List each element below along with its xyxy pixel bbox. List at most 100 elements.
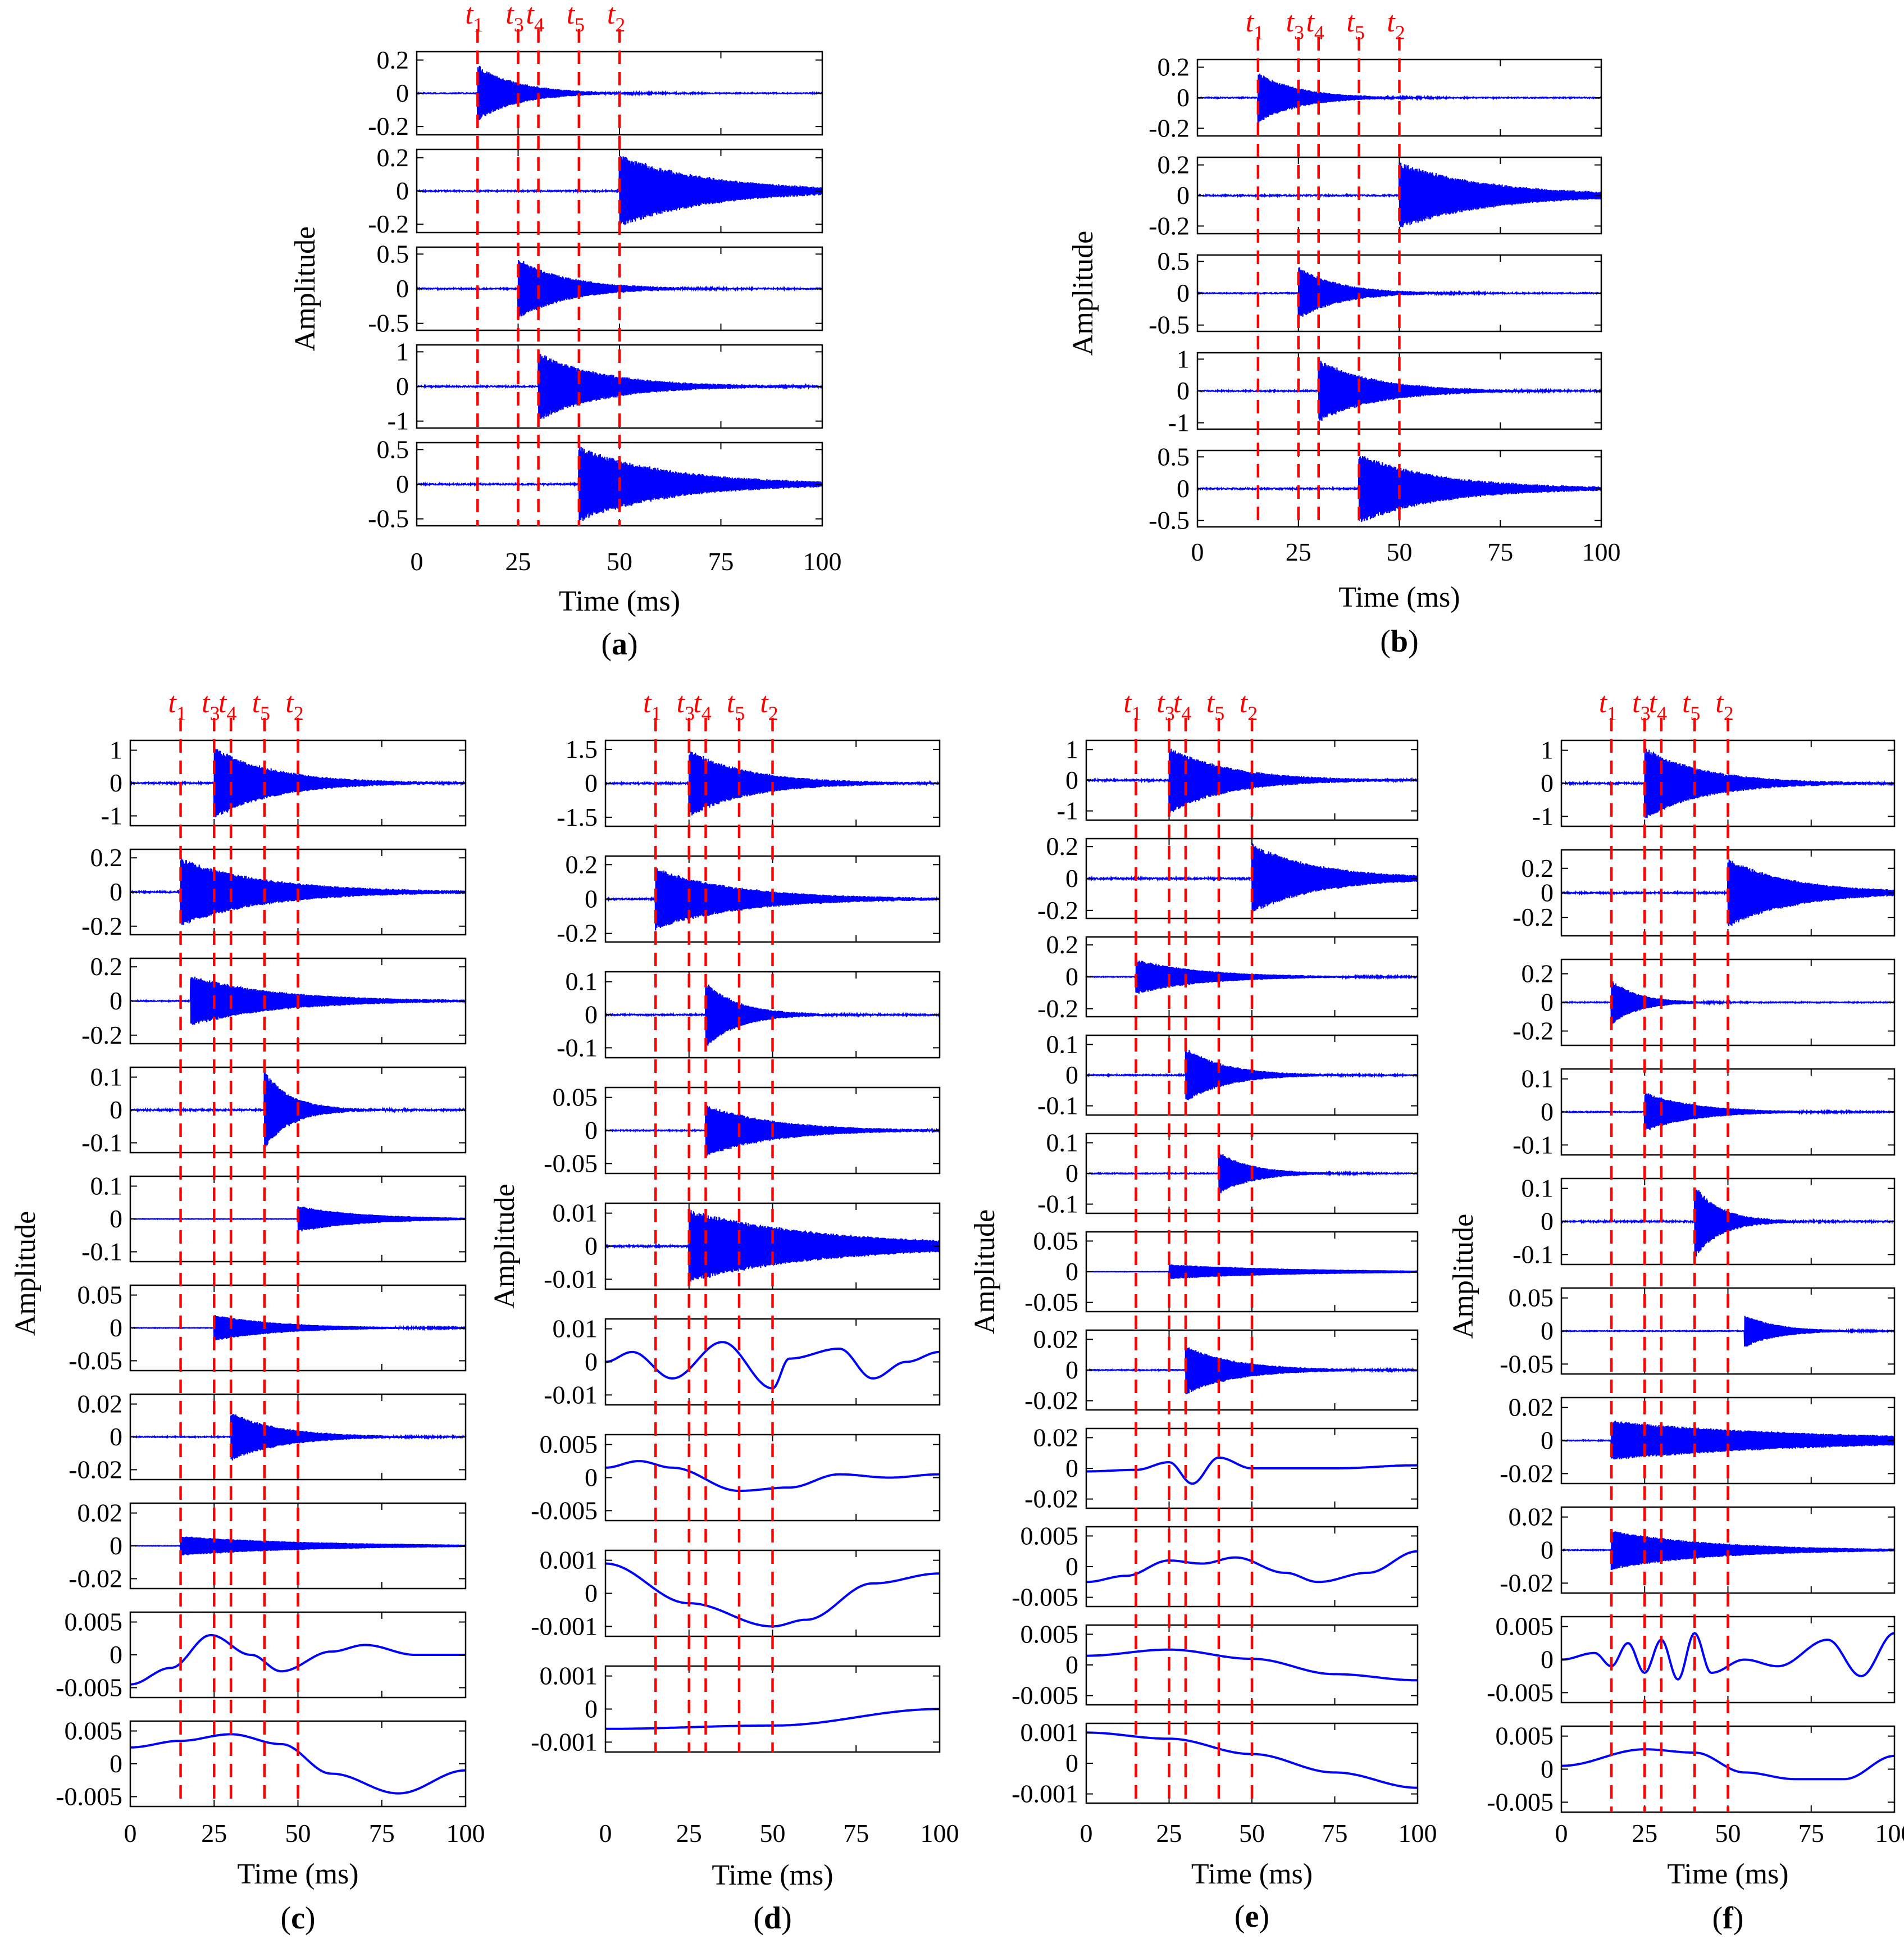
y-tick-label: -0.2 — [81, 912, 122, 940]
y-tick-label: 0.2 — [1522, 959, 1554, 988]
y-tick-label: 0.005 — [1021, 1521, 1079, 1550]
y-tick-label: -0.2 — [1513, 1017, 1554, 1045]
y-tick-label: 0 — [396, 372, 409, 401]
marker-subscript: 3 — [514, 13, 524, 36]
x-tick-label: 100 — [921, 1819, 959, 1848]
y-tick-label: 0 — [585, 769, 598, 798]
y-tick-label: 0.01 — [553, 1199, 598, 1227]
y-tick-label: 0.05 — [1509, 1284, 1554, 1312]
y-tick-label: -0.2 — [1037, 994, 1078, 1023]
y-tick-label: 0.2 — [566, 850, 598, 879]
y-tick-label: 0.2 — [1046, 832, 1079, 861]
y-tick-label: 0 — [1065, 1257, 1078, 1286]
y-tick-label: 0 — [1541, 769, 1554, 798]
y-tick-label: 0 — [1541, 1645, 1554, 1674]
y-tick-label: 0.2 — [90, 952, 123, 981]
marker-subscript: 5 — [260, 702, 270, 725]
y-tick-label: -0.01 — [544, 1380, 598, 1409]
subplot: 0.10 -0.1 — [1037, 1128, 1419, 1218]
marker-label-t2: t2 — [285, 687, 303, 725]
marker-subscript: 4 — [1181, 702, 1191, 725]
y-tick-label: -1 — [1532, 802, 1554, 830]
signal-line — [130, 1206, 467, 1232]
y-tick-label: 0 — [585, 1579, 598, 1608]
y-tick-label: 0 — [1541, 879, 1554, 907]
y-tick-label: 0.1 — [1522, 1064, 1554, 1093]
signal-line — [1085, 748, 1419, 813]
marker-label-t3: t3 — [202, 687, 220, 725]
signal-line — [130, 749, 467, 818]
y-tick-label: -1 — [1057, 797, 1078, 825]
y-tick-label: -0.1 — [1037, 1190, 1078, 1218]
subplot: 0.5 0 -0.5 — [1149, 442, 1602, 535]
marker-subscript: 3 — [209, 702, 220, 725]
y-tick-label: -0.1 — [1037, 1091, 1078, 1120]
x-tick-label: 50 — [1715, 1819, 1741, 1848]
marker-label-t2: t2 — [1240, 687, 1258, 725]
y-tick-label: 0 — [110, 1204, 122, 1233]
y-tick-label: 0 — [1541, 1098, 1554, 1126]
y-tick-label: 0.001 — [540, 1546, 598, 1575]
marker-subscript: 4 — [1657, 702, 1667, 725]
subplot: 0.01 0 -0.01 — [544, 1314, 941, 1409]
panel-e: 10-10.20-0.20.20-0.20.10-0.10.10-0.10.05… — [969, 687, 1437, 1934]
x-tick-label: 100 — [803, 547, 842, 576]
marker-label-t1: t1 — [1246, 6, 1264, 44]
y-tick-label: -1 — [1168, 408, 1190, 437]
marker-subscript: 2 — [294, 702, 304, 725]
subplot: 0.5 0 -0.5 — [368, 239, 823, 338]
y-tick-label: 0 — [1065, 1454, 1078, 1482]
signal-line — [417, 353, 823, 419]
y-tick-label: 0 — [396, 274, 409, 303]
y-tick-label: 0 — [1065, 766, 1078, 794]
caption-paren-close: ) — [1733, 1901, 1744, 1936]
subplot: 0.001 0 -0.001 — [531, 1662, 941, 1756]
marker-subscript: 1 — [651, 702, 661, 725]
y-tick-label: 0.1 — [1046, 1128, 1079, 1157]
y-tick-label: -0.05 — [544, 1149, 598, 1177]
y-tick-label: 0 — [1065, 1355, 1078, 1384]
signal-line — [1561, 1531, 1896, 1571]
signal-line — [605, 1105, 941, 1156]
y-tick-label: 0.001 — [1021, 1718, 1079, 1746]
x-tick-label: 75 — [1798, 1819, 1824, 1848]
caption-paren-close: ) — [305, 1901, 316, 1936]
y-tick-label: -0.2 — [81, 1021, 122, 1049]
y-tick-label: -0.02 — [1500, 1568, 1554, 1597]
subplot: 0.2 0 -0.2 — [81, 952, 467, 1049]
x-tick-label: 50 — [1387, 538, 1413, 566]
signal-line — [1197, 267, 1602, 318]
x-tick-label: 100 — [1875, 1819, 1904, 1848]
y-axis-label: Amplitude — [289, 226, 321, 351]
marker-subscript: 2 — [1724, 702, 1734, 725]
y-tick-label: -0.02 — [1024, 1386, 1078, 1415]
y-tick-label: -0.005 — [56, 1673, 122, 1701]
caption-letter: c — [291, 1901, 305, 1936]
marker-label-t1: t1 — [1123, 687, 1141, 725]
y-tick-label: 0 — [396, 470, 409, 498]
y-tick-label: 0.2 — [90, 843, 123, 872]
x-tick-label: 75 — [1322, 1819, 1348, 1848]
signal-line — [1086, 1731, 1418, 1789]
y-tick-label: -0.02 — [69, 1455, 122, 1484]
caption-paren-open: ( — [1235, 1899, 1245, 1934]
marker-label-t4: t4 — [526, 0, 544, 36]
subplot: 0.2 0 -0.2 — [1037, 832, 1419, 925]
caption-letter: f — [1723, 1901, 1734, 1936]
signal-line — [130, 976, 467, 1025]
y-tick-label: 0.02 — [1033, 1325, 1079, 1353]
caption-paren-close: ) — [627, 627, 638, 662]
y-tick-label: 0 — [1177, 279, 1190, 307]
y-tick-label: -0.1 — [81, 1128, 122, 1157]
y-tick-label: 0.005 — [1496, 1722, 1554, 1750]
y-tick-label: 0 — [110, 1531, 122, 1560]
x-tick-label: 0 — [124, 1819, 137, 1848]
y-tick-label: 0.1 — [90, 1063, 123, 1091]
caption-letter: d — [764, 1901, 781, 1936]
x-tick-label: 0 — [599, 1819, 612, 1848]
marker-label-t4: t4 — [218, 687, 236, 725]
marker-subscript: 3 — [1165, 702, 1175, 725]
